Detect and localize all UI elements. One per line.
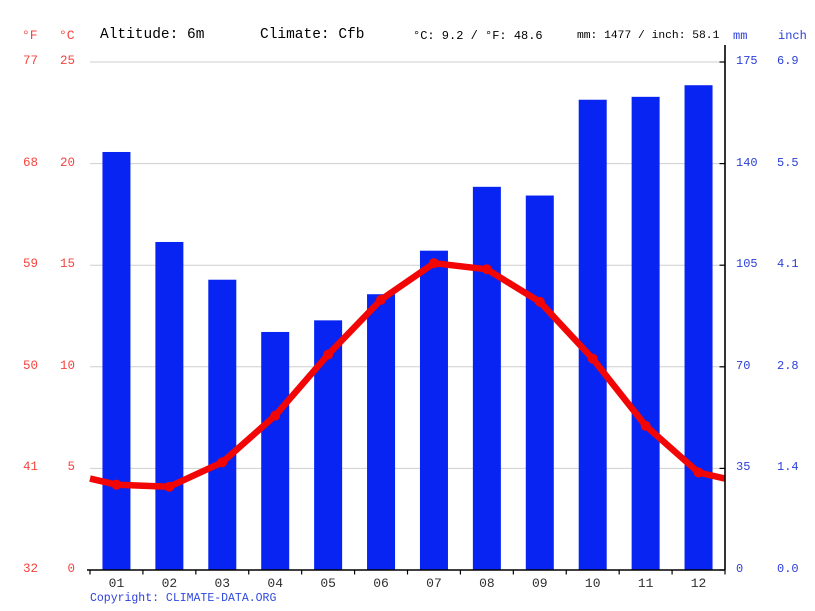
mm-tick-label: 175 (736, 54, 758, 68)
left-axis-tick-row: 68 20 (0, 156, 75, 170)
mm-tick-label: 35 (736, 460, 751, 475)
temperature-point-01 (111, 479, 122, 490)
temperature-point-04 (270, 410, 281, 421)
temperature-point-09 (534, 296, 545, 307)
right-axis-tick-row: 140 5.5 (736, 156, 799, 170)
month-label-03: 03 (214, 576, 231, 591)
mm-tick-label: 70 (736, 358, 751, 373)
precipitation-bar-08 (472, 186, 501, 570)
inch-tick-label: 1.4 (777, 460, 799, 475)
month-label-10: 10 (584, 576, 601, 591)
annual-precipitation-summary: mm: 1477 / inch: 58.1 (577, 30, 720, 42)
right-axis-tick-row: 35 1.4 (736, 460, 799, 474)
altitude-label: Altitude: 6m (100, 27, 205, 43)
celsius-tick-label: 5 (67, 460, 75, 475)
temperature-point-07 (428, 258, 439, 269)
precipitation-bar-01 (102, 151, 131, 570)
mean-temperature-summary: °C: 9.2 / °F: 48.6 (413, 29, 543, 43)
temperature-point-03 (217, 457, 228, 468)
inch-tick-label: 2.8 (777, 358, 799, 373)
right-axis-unit-mm: mm (733, 29, 748, 43)
month-label-04: 04 (267, 576, 284, 591)
left-axis-tick-row: 77 25 (0, 54, 75, 68)
month-label-01: 01 (108, 576, 125, 591)
temperature-point-08 (481, 264, 492, 275)
left-axis-tick-row: 50 10 (0, 359, 75, 373)
temperature-point-02 (164, 481, 175, 492)
month-label-07: 07 (426, 576, 442, 591)
inch-tick-label: 6.9 (777, 54, 799, 68)
fahrenheit-tick-label: 41 (22, 460, 38, 475)
climate-data-org-link[interactable]: CLIMATE-DATA.ORG (165, 592, 277, 605)
precipitation-bar-07 (419, 250, 448, 570)
precipitation-bar-02 (155, 241, 184, 570)
temperature-point-11 (640, 420, 651, 431)
precipitation-bar-03 (208, 279, 237, 570)
fahrenheit-tick-label: 68 (22, 155, 38, 170)
inch-tick-label: 4.1 (777, 257, 799, 272)
month-label-11: 11 (637, 576, 654, 591)
right-axis-tick-row: 175 6.9 (736, 54, 799, 68)
month-label-09: 09 (531, 576, 548, 591)
precipitation-bar-12 (684, 85, 713, 571)
right-axis-tick-row: 70 2.8 (736, 359, 799, 373)
month-label-12: 12 (690, 576, 707, 591)
precipitation-bar-04 (261, 331, 290, 570)
temperature-point-10 (587, 353, 598, 364)
month-label-05: 05 (320, 576, 336, 591)
fahrenheit-tick-label: 32 (22, 562, 38, 576)
celsius-tick-label: 0 (67, 562, 75, 576)
temperature-point-05 (323, 349, 334, 360)
celsius-tick-label: 25 (59, 54, 75, 68)
celsius-tick-label: 10 (59, 358, 75, 373)
inch-tick-label: 0.0 (777, 562, 799, 576)
mm-tick-label: 105 (736, 257, 758, 272)
left-axis-unit-fahrenheit: °F (22, 28, 38, 43)
climate-classification-label: Climate: Cfb (260, 27, 365, 43)
precipitation-bar-10 (578, 99, 607, 570)
fahrenheit-tick-label: 50 (22, 358, 38, 373)
right-axis-tick-row: 0 0.0 (736, 562, 799, 576)
precipitation-bar-11 (631, 96, 660, 570)
inch-tick-label: 5.5 (777, 155, 799, 170)
precipitation-bar-09 (525, 195, 554, 570)
month-label-06: 06 (373, 576, 389, 591)
mm-tick-label: 140 (736, 155, 758, 170)
month-label-08: 08 (479, 576, 495, 591)
temperature-line (89, 259, 726, 490)
precipitation-bar-06 (367, 294, 396, 570)
temperature-point-06 (376, 294, 387, 305)
right-axis-unit-inch: inch (778, 29, 807, 43)
fahrenheit-tick-label: 59 (22, 257, 38, 272)
left-axis-tick-row: 59 15 (0, 257, 75, 271)
left-axis-unit-celsius: °C (59, 28, 75, 43)
right-axis-tick-row: 105 4.1 (736, 257, 799, 271)
celsius-tick-label: 20 (59, 155, 75, 170)
fahrenheit-tick-label: 77 (22, 54, 38, 68)
left-axis-tick-row: 32 0 (0, 562, 75, 576)
temperature-point-12 (693, 467, 704, 478)
left-axis-tick-row: 41 5 (0, 460, 75, 474)
copyright-label: Copyright: (90, 592, 166, 605)
mm-tick-label: 0 (736, 562, 744, 576)
month-label-02: 02 (161, 576, 178, 591)
copyright-footer: Copyright: CLIMATE-DATA.ORG (90, 592, 276, 605)
celsius-tick-label: 15 (59, 257, 75, 272)
